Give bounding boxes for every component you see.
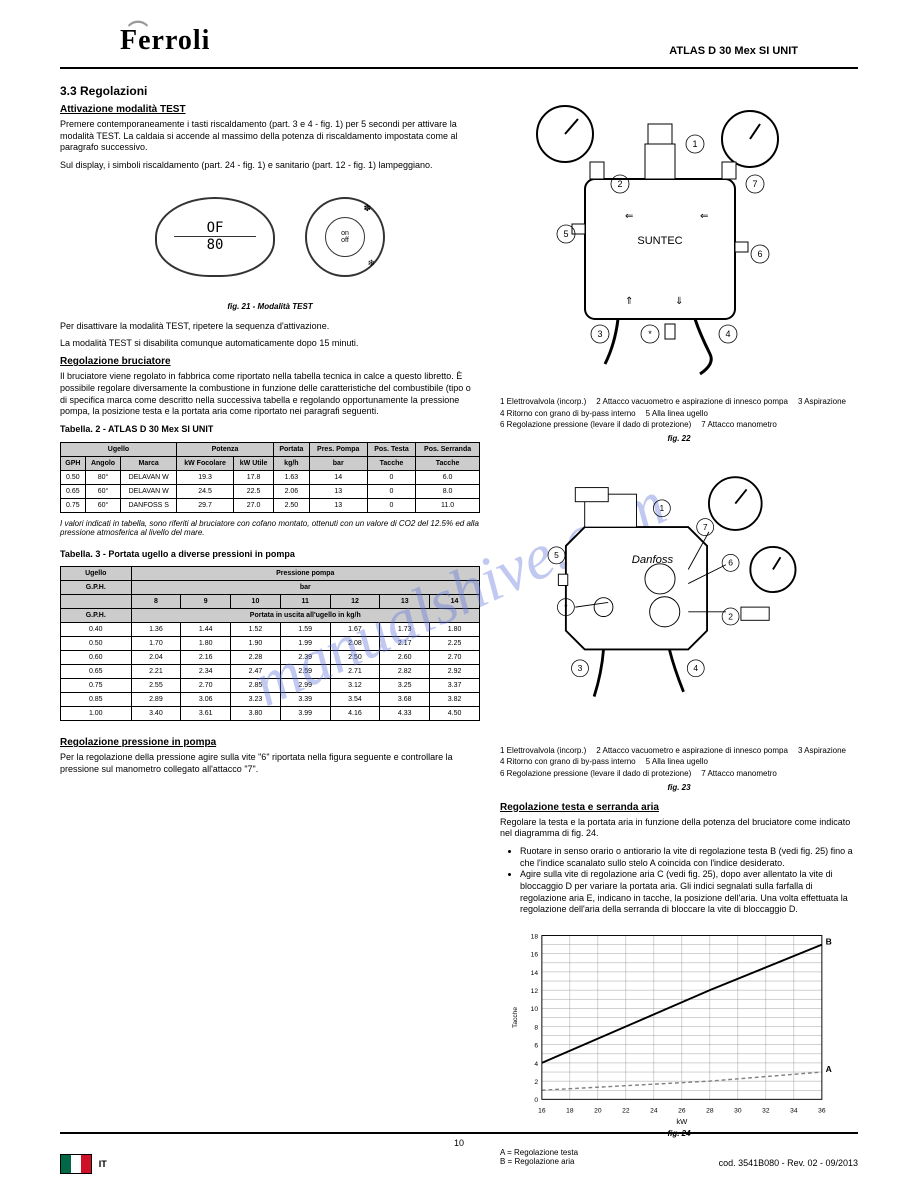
page-footer: 10 IT cod. 3541B080 - Rev. 02 - 09/2013 bbox=[60, 1132, 858, 1168]
svg-text:6: 6 bbox=[728, 557, 733, 567]
svg-text:Tacche: Tacche bbox=[512, 1007, 519, 1028]
svg-text:28: 28 bbox=[706, 1108, 714, 1115]
nozzle-table: UgelloPotenzaPortataPres. PompaPos. Test… bbox=[60, 442, 480, 513]
fig21-caption: fig. 21 - Modalità TEST bbox=[60, 302, 480, 311]
svg-text:SUNTEC: SUNTEC bbox=[637, 235, 682, 247]
svg-text:24: 24 bbox=[650, 1108, 658, 1115]
svg-text:2: 2 bbox=[534, 1079, 538, 1086]
svg-text:4: 4 bbox=[725, 329, 730, 339]
product-name: ATLAS D 30 Mex SI UNIT bbox=[669, 45, 798, 57]
svg-text:3: 3 bbox=[578, 663, 583, 673]
fig22-caption: fig. 22 bbox=[500, 434, 858, 443]
svg-text:18: 18 bbox=[531, 933, 539, 940]
svg-text:⇐: ⇐ bbox=[625, 211, 633, 222]
fig23-caption: fig. 23 bbox=[500, 783, 858, 792]
svg-text:1: 1 bbox=[660, 503, 665, 513]
regulation-chart: 1618202224262830323436024681012141618kWT… bbox=[500, 926, 858, 1166]
svg-text:1: 1 bbox=[692, 139, 697, 149]
test-para1: Premere contemporaneamente i tasti risca… bbox=[60, 119, 480, 154]
pump-legend: 1 Elettrovalvola (incorp.)2 Attacco vacu… bbox=[500, 397, 858, 430]
svg-text:7: 7 bbox=[703, 522, 708, 532]
svg-text:32: 32 bbox=[762, 1108, 770, 1115]
pump-title: Regolazione pressione in pompa bbox=[60, 737, 480, 748]
svg-text:26: 26 bbox=[678, 1108, 686, 1115]
svg-text:8: 8 bbox=[534, 1024, 538, 1031]
pump-para: Per la regolazione della pressione agire… bbox=[60, 752, 480, 775]
table1-caption: Tabella. 2 - ATLAS D 30 Mex SI UNIT bbox=[60, 424, 480, 436]
section-3-3-title: 3.3 Regolazioni bbox=[60, 84, 480, 98]
svg-text:34: 34 bbox=[790, 1108, 798, 1115]
svg-text:B: B bbox=[826, 937, 832, 947]
brand-logo: Ferroli bbox=[120, 25, 210, 57]
test-para2: Sul display, i simboli riscaldamento (pa… bbox=[60, 160, 480, 172]
svg-text:⇐: ⇐ bbox=[700, 211, 708, 222]
svg-text:kW: kW bbox=[676, 1117, 688, 1126]
head-para: Regolare la testa e la portata aria in f… bbox=[500, 817, 858, 840]
svg-text:12: 12 bbox=[531, 988, 539, 995]
svg-text:2: 2 bbox=[617, 179, 622, 189]
svg-text:5: 5 bbox=[563, 229, 568, 239]
svg-text:14: 14 bbox=[531, 970, 539, 977]
test-mode-title: Attivazione modalità TEST bbox=[60, 104, 480, 115]
svg-text:20: 20 bbox=[594, 1108, 602, 1115]
svg-text:22: 22 bbox=[622, 1108, 630, 1115]
svg-text:16: 16 bbox=[531, 952, 539, 959]
svg-text:36: 36 bbox=[818, 1108, 826, 1115]
svg-text:10: 10 bbox=[531, 1006, 539, 1013]
head-title: Regolazione testa e serranda aria bbox=[500, 802, 858, 813]
test-para3: Per disattivare la modalità TEST, ripete… bbox=[60, 321, 480, 333]
svg-text:⇓: ⇓ bbox=[675, 296, 683, 307]
test-para4: La modalità TEST si disabilita comunque … bbox=[60, 338, 480, 350]
svg-text:7: 7 bbox=[752, 179, 757, 189]
svg-text:30: 30 bbox=[734, 1108, 742, 1115]
pressure-table: UgelloPressione pompaG.P.H.bar8910111213… bbox=[60, 566, 480, 721]
flag-icon bbox=[60, 1154, 92, 1174]
svg-text:16: 16 bbox=[538, 1108, 546, 1115]
svg-text:*: * bbox=[648, 329, 652, 339]
svg-text:A: A bbox=[826, 1064, 832, 1074]
head-list: Ruotare in senso orario o antiorario la … bbox=[500, 846, 858, 916]
svg-text:3: 3 bbox=[597, 329, 602, 339]
svg-text:2: 2 bbox=[728, 611, 733, 621]
svg-text:6: 6 bbox=[757, 249, 762, 259]
svg-text:6: 6 bbox=[534, 1043, 538, 1050]
table2-caption: Tabella. 3 - Portata ugello a diverse pr… bbox=[60, 549, 480, 561]
svg-text:4: 4 bbox=[693, 663, 698, 673]
svg-text:⇑: ⇑ bbox=[625, 296, 633, 307]
svg-text:4: 4 bbox=[534, 1061, 538, 1068]
table1-note: I valori indicati in tabella, sono rifer… bbox=[60, 519, 480, 537]
svg-text:0: 0 bbox=[534, 1097, 538, 1104]
fig21-control-panel: OF 80 onoff ✽ ❄ bbox=[150, 182, 390, 292]
svg-text:Danfoss: Danfoss bbox=[632, 554, 674, 566]
svg-text:18: 18 bbox=[566, 1108, 574, 1115]
pump-suntec-diagram: SUNTEC 2 7 1 5 6 3 * bbox=[500, 84, 820, 384]
svg-text:5: 5 bbox=[554, 550, 559, 560]
burner-para: Il bruciatore viene regolato in fabbrica… bbox=[60, 371, 480, 418]
pump-danfoss-diagram: Danfoss 1 7 6 2 5 * 3 4 bbox=[500, 453, 820, 733]
pump-legend2: 1 Elettrovalvola (incorp.)2 Attacco vacu… bbox=[500, 746, 858, 779]
burner-title: Regolazione bruciatore bbox=[60, 356, 480, 367]
